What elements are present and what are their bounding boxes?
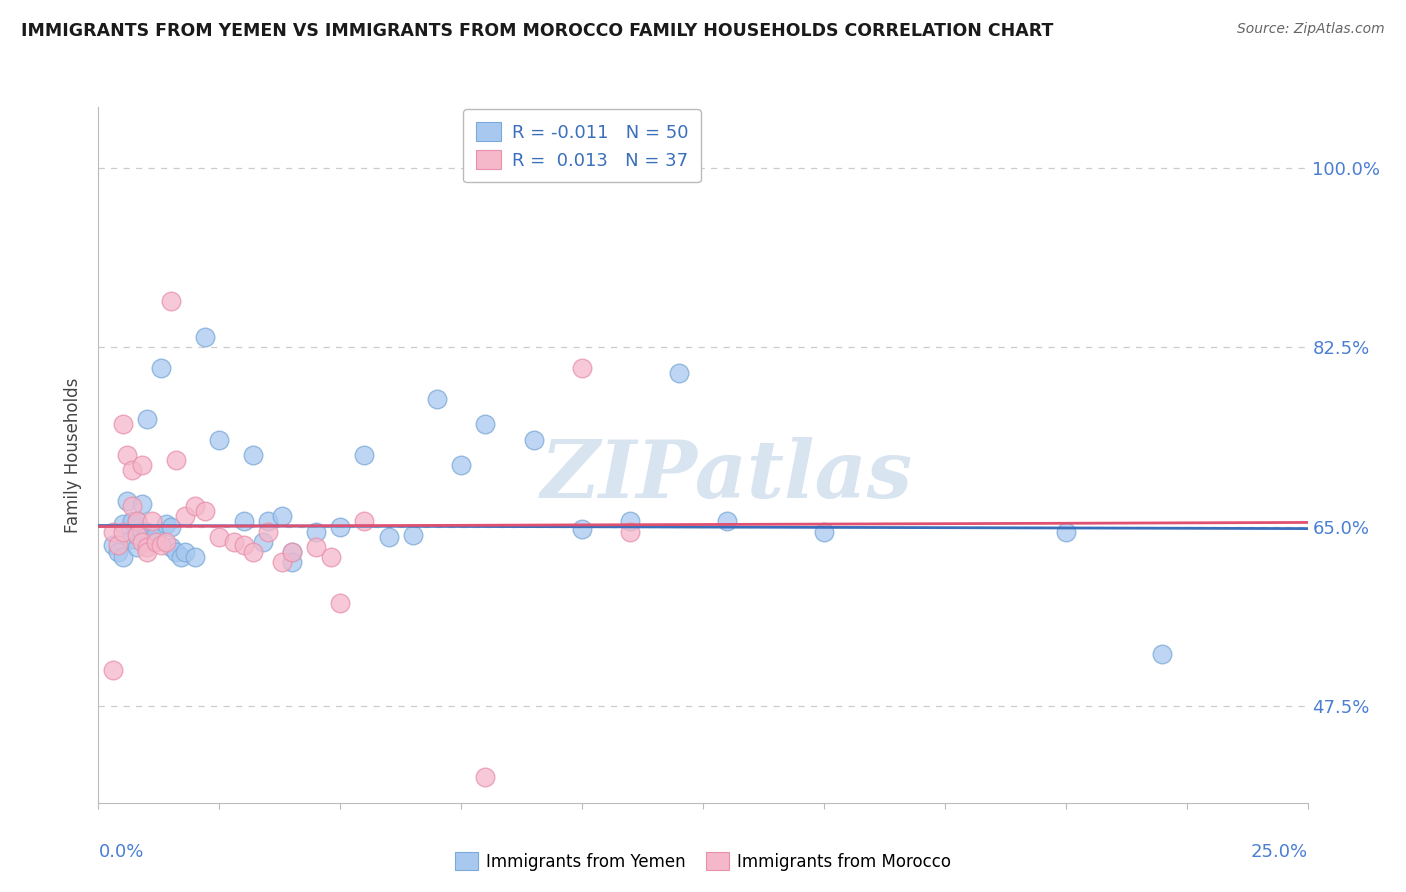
Point [145, 534, 167, 549]
Point [141, 534, 163, 549]
Point [329, 519, 352, 533]
Point [150, 360, 173, 375]
Point [135, 540, 157, 554]
Point [131, 497, 153, 511]
Point [232, 538, 254, 552]
Point [111, 417, 134, 432]
Point [174, 545, 197, 559]
Point [150, 538, 173, 552]
Point [141, 530, 163, 544]
Point [281, 545, 304, 559]
Point [668, 366, 690, 380]
Point [111, 524, 134, 539]
Point [121, 499, 143, 513]
Point [813, 524, 835, 539]
Point [155, 534, 177, 549]
Point [131, 524, 153, 539]
Point [165, 453, 187, 467]
Point [184, 499, 207, 513]
Point [165, 545, 187, 559]
Legend: R = -0.011   N = 50, R =  0.013   N = 37: R = -0.011 N = 50, R = 0.013 N = 37 [463, 109, 702, 182]
Point [101, 663, 124, 677]
Point [353, 515, 375, 529]
Point [474, 417, 496, 432]
Text: 0.0%: 0.0% [98, 843, 143, 861]
Point [169, 550, 191, 565]
Point [135, 545, 157, 559]
Point [101, 538, 124, 552]
Point [450, 458, 472, 472]
Point [571, 522, 593, 536]
Point [135, 524, 157, 539]
Point [402, 527, 425, 541]
Point [222, 534, 245, 549]
Point [135, 412, 157, 426]
Point [242, 545, 264, 559]
Point [127, 527, 149, 541]
Point [145, 527, 167, 541]
Point [117, 494, 139, 508]
Point [619, 524, 641, 539]
Point [208, 530, 231, 544]
Point [256, 524, 278, 539]
Point [160, 540, 183, 554]
Point [571, 360, 593, 375]
Point [1054, 524, 1077, 539]
Point [252, 534, 274, 549]
Text: Source: ZipAtlas.com: Source: ZipAtlas.com [1237, 22, 1385, 37]
Point [141, 515, 163, 529]
Point [319, 550, 342, 565]
Point [160, 519, 183, 533]
Point [194, 330, 217, 344]
Point [127, 540, 149, 554]
Point [121, 532, 143, 546]
Point [256, 515, 278, 529]
Point [426, 392, 449, 406]
Point [131, 534, 153, 549]
Point [121, 463, 143, 477]
Point [111, 517, 134, 532]
Point [242, 448, 264, 462]
Point [1152, 648, 1174, 662]
Point [232, 515, 254, 529]
Point [271, 509, 294, 524]
Point [101, 524, 124, 539]
Point [184, 550, 207, 565]
Point [155, 517, 177, 532]
Point [117, 448, 139, 462]
Text: ZIPatlas: ZIPatlas [541, 437, 914, 515]
Point [474, 770, 496, 784]
Point [107, 538, 129, 552]
Point [305, 524, 328, 539]
Point [127, 515, 149, 529]
Point [174, 509, 197, 524]
Point [194, 504, 217, 518]
Point [127, 527, 149, 541]
Point [107, 545, 129, 559]
Point [160, 294, 183, 309]
Point [329, 596, 352, 610]
Point [353, 448, 375, 462]
Point [121, 515, 143, 529]
Text: IMMIGRANTS FROM YEMEN VS IMMIGRANTS FROM MOROCCO FAMILY HOUSEHOLDS CORRELATION C: IMMIGRANTS FROM YEMEN VS IMMIGRANTS FROM… [21, 22, 1053, 40]
Y-axis label: Family Households: Family Households [65, 377, 83, 533]
Point [271, 555, 294, 569]
Point [131, 458, 153, 472]
Point [127, 515, 149, 529]
Point [619, 515, 641, 529]
Point [281, 555, 304, 569]
Point [281, 545, 304, 559]
Point [111, 550, 134, 565]
Point [377, 530, 399, 544]
Point [523, 433, 546, 447]
Point [305, 540, 328, 554]
Legend: Immigrants from Yemen, Immigrants from Morocco: Immigrants from Yemen, Immigrants from M… [446, 844, 960, 880]
Point [208, 433, 231, 447]
Point [716, 515, 738, 529]
Text: 25.0%: 25.0% [1250, 843, 1308, 861]
